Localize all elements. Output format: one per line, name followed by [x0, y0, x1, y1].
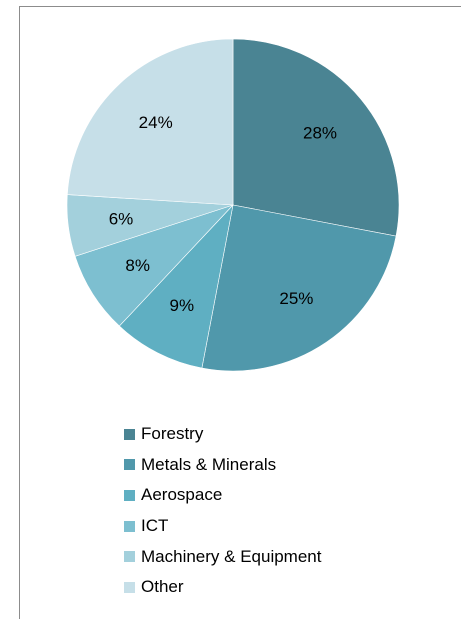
slice-data-label: 28%: [303, 124, 337, 143]
legend-swatch: [124, 459, 135, 471]
legend-label: Aerospace: [141, 485, 223, 505]
legend-item: Other: [124, 572, 321, 603]
pie-slice: [118, 204, 234, 369]
legend-swatch: [124, 551, 135, 563]
legend-item: Metals & Minerals: [124, 450, 321, 481]
pie-slice: [232, 38, 400, 237]
legend-label: Forestry: [141, 424, 204, 444]
slice-data-label: 8%: [125, 256, 150, 275]
legend-item: ICT: [124, 511, 321, 542]
legend-swatch: [124, 489, 135, 501]
slice-data-label: 9%: [170, 296, 195, 315]
slice-data-label: 25%: [279, 289, 313, 308]
legend-swatch: [124, 520, 135, 532]
slice-data-label: 24%: [139, 113, 173, 132]
legend-label: ICT: [141, 516, 169, 536]
legend-swatch: [124, 581, 135, 593]
chart-legend: Forestry Metals & Minerals Aerospace ICT Mac…: [124, 419, 321, 603]
legend-item: Forestry: [124, 419, 321, 450]
legend-swatch: [124, 428, 135, 440]
legend-item: Machinery & Equipment: [124, 541, 321, 572]
legend-label: Machinery & Equipment: [141, 546, 322, 566]
pie-slice: [67, 38, 234, 206]
slice-data-label: 6%: [109, 210, 134, 229]
legend-label: Metals & Minerals: [141, 454, 277, 474]
pie-slice: [201, 204, 397, 372]
legend-label: Other: [141, 577, 184, 597]
legend-item: Aerospace: [124, 480, 321, 511]
